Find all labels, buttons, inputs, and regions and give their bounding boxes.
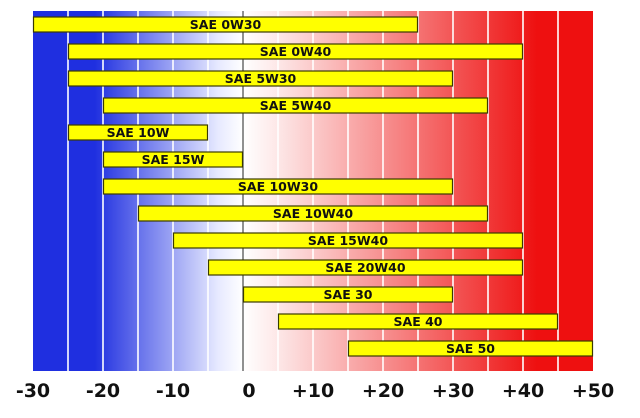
x-tick-label: +10 — [292, 380, 334, 402]
x-tick-label: +40 — [502, 380, 544, 402]
bar-sae-30 — [242, 286, 454, 303]
bar-sae-50 — [347, 340, 594, 357]
x-tick-label: -30 — [16, 380, 50, 402]
bar-sae-20w40 — [207, 259, 524, 276]
bar-label: SAE 20W40 — [325, 260, 405, 275]
x-tick-label: +30 — [432, 380, 474, 402]
bar-sae-15w — [102, 151, 244, 168]
x-tick-label: +50 — [572, 380, 614, 402]
bar-sae-5w40 — [102, 97, 489, 114]
bars: SAE 0W30 SAE 0W40 SAE 5W30 SAE 5W40 SAE 10W S… — [32, 16, 594, 357]
bar-sae-5w30 — [67, 70, 454, 87]
bar-label: SAE 5W40 — [260, 98, 332, 113]
bar-sae-0w30 — [32, 16, 419, 33]
x-tick-label: 0 — [242, 380, 255, 402]
bar-label: SAE 50 — [446, 341, 495, 356]
bar-label: SAE 40 — [394, 314, 443, 329]
bar-label: SAE 10W — [107, 125, 170, 140]
x-tick-label: +20 — [362, 380, 404, 402]
x-tick-label: -10 — [156, 380, 190, 402]
bar-label: SAE 10W30 — [238, 179, 318, 194]
bar-label: SAE 30 — [324, 287, 373, 302]
bar-sae-10w — [67, 124, 209, 141]
bar-sae-15w40 — [172, 232, 524, 249]
bar-sae-10w30 — [102, 178, 454, 195]
bar-label: SAE 10W40 — [273, 206, 353, 221]
bar-sae-40 — [277, 313, 559, 330]
bar-label: SAE 0W40 — [260, 44, 332, 59]
x-tick-label: -20 — [86, 380, 120, 402]
bar-label: SAE 0W30 — [190, 17, 262, 32]
bar-label: SAE 15W40 — [308, 233, 388, 248]
bar-sae-0w40 — [67, 43, 524, 60]
bar-sae-10w40 — [137, 205, 489, 222]
x-axis-ticks: -30 -20 -10 0 +10 +20 +30 +40 +50 — [16, 380, 614, 402]
bar-label: SAE 5W30 — [225, 71, 297, 86]
bar-label: SAE 15W — [142, 152, 205, 167]
